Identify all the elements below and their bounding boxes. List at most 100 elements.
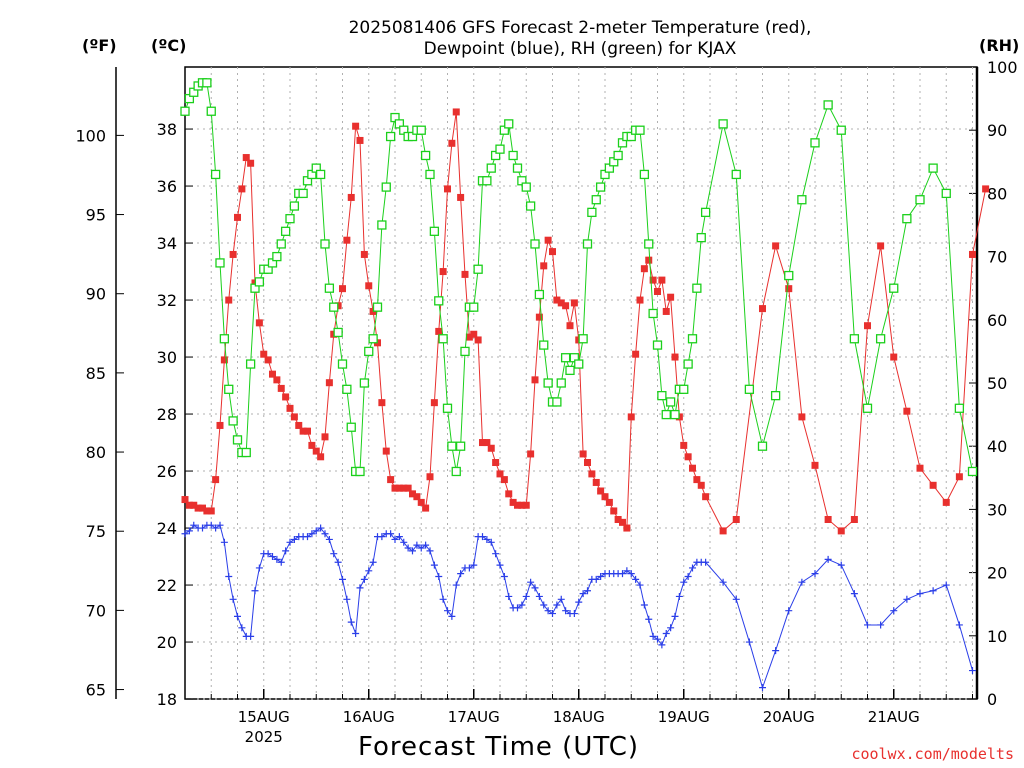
dewpoint-point: [479, 533, 486, 541]
dewpoint-point: [505, 592, 513, 600]
temperature-point: [557, 299, 565, 307]
rh-point: [718, 119, 728, 129]
rh-point: [504, 119, 514, 129]
temperature-point: [632, 350, 640, 358]
temperature-point: [702, 493, 710, 501]
temperature-point: [295, 421, 303, 429]
c-tick-label: 38: [157, 120, 177, 139]
temperature-point: [185, 501, 193, 509]
dewpoint-point: [360, 575, 368, 583]
dewpoint-point: [356, 584, 364, 592]
dewpoint-point: [312, 527, 320, 535]
temperature-point: [540, 262, 548, 270]
rh-point: [578, 334, 588, 344]
dewpoint-point: [798, 578, 806, 586]
temperature-point: [487, 444, 495, 452]
dewpoint-point: [304, 533, 311, 541]
dewpoint-point: [247, 632, 255, 640]
dewpoint-point: [308, 530, 316, 538]
temperature-point: [798, 413, 806, 421]
dewpoint-point: [435, 573, 443, 580]
rh-point: [823, 100, 833, 110]
temperature-point: [518, 501, 526, 509]
temperature-point: [623, 524, 631, 532]
rh-point: [420, 150, 431, 161]
rh-point: [495, 144, 505, 154]
rh-point: [381, 182, 391, 192]
dewpoint-point: [199, 524, 206, 532]
temperature-point: [483, 439, 491, 447]
temperature-point: [365, 282, 373, 290]
temperature-point: [890, 353, 898, 361]
dewpoint-point: [732, 595, 740, 603]
x-tick-label: 17AUG: [448, 708, 500, 726]
temperature-point: [697, 481, 705, 489]
rh-point: [346, 422, 356, 432]
dewpoint-point: [745, 638, 753, 646]
rh-point: [425, 169, 435, 180]
chart-title-line-2: Dewpoint (blue), RH (green) for KJAX: [423, 39, 737, 59]
temperature-point: [321, 433, 329, 441]
temperature-point: [759, 305, 766, 313]
rh-point: [416, 125, 426, 135]
temperature-point: [640, 265, 648, 273]
temperature-point: [225, 296, 233, 304]
axis-unit-rh: (RH): [979, 36, 1020, 55]
temperature-point: [496, 470, 504, 478]
rh-point: [219, 334, 230, 344]
dewpoint-point: [465, 564, 473, 572]
f-tick-label: 65: [86, 681, 106, 700]
temperature-point: [649, 276, 657, 284]
temperature-point: [299, 427, 307, 435]
rh-point: [254, 277, 265, 287]
dewpoint-point: [627, 570, 635, 578]
rh-point: [757, 441, 768, 451]
dewpoint-point: [251, 587, 259, 595]
dewpoint-point: [387, 530, 395, 538]
dewpoint-point: [409, 547, 416, 555]
rh-tick-label: 30: [987, 500, 1007, 519]
temperature-point: [378, 399, 386, 407]
rh-point: [210, 169, 221, 180]
temperature-point: [352, 122, 360, 130]
rh-point: [342, 384, 352, 394]
rh-point: [797, 195, 807, 205]
dewpoint-point: [942, 581, 950, 589]
rh-point: [661, 409, 671, 420]
dewpoint-point: [877, 621, 885, 629]
rh-point: [635, 125, 645, 135]
dewpoint-point: [220, 538, 228, 546]
temperature-point: [404, 484, 412, 492]
temperature-point: [667, 293, 675, 301]
rh-point: [670, 409, 680, 420]
temperature-point: [282, 393, 290, 401]
temperature-point: [837, 527, 845, 535]
temperature-point: [654, 288, 661, 295]
c-tick-label: 24: [157, 519, 177, 538]
rh-point: [434, 296, 444, 306]
temperature-point: [190, 501, 198, 509]
dewpoint-point: [426, 547, 434, 555]
rh-point: [967, 466, 978, 477]
dewpoint-point: [492, 550, 500, 558]
temperature-point: [216, 421, 224, 429]
rh-point: [639, 169, 650, 180]
dewpoint-point: [207, 521, 215, 529]
temperature-point: [409, 490, 416, 498]
rh-point: [486, 163, 496, 173]
rh-point: [731, 169, 741, 180]
dewpoint-point: [575, 598, 583, 606]
temperature-point: [505, 490, 513, 498]
c-tick-label: 26: [157, 462, 177, 481]
dewpoint-point: [334, 558, 342, 566]
rh-point: [915, 195, 925, 205]
temperature-point: [435, 327, 443, 335]
rh-point: [784, 270, 794, 281]
rh-point: [320, 239, 330, 249]
temperature-point: [601, 493, 609, 501]
temperature-point: [308, 441, 316, 449]
rh-tick-label: 60: [987, 311, 1007, 330]
temperature-point: [461, 270, 469, 278]
dewpoint-point: [824, 555, 832, 563]
